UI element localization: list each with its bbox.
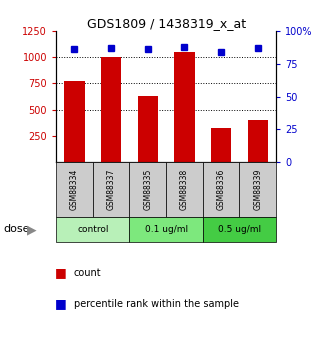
Text: GSM88339: GSM88339 [253,169,262,210]
Text: ■: ■ [55,266,66,279]
Bar [129,162,166,217]
Text: 0.5 ug/ml: 0.5 ug/ml [218,225,261,234]
Text: control: control [77,225,108,234]
Bar [56,162,93,217]
Bar [166,162,203,217]
Title: GDS1809 / 1438319_x_at: GDS1809 / 1438319_x_at [87,17,246,30]
Text: GSM88334: GSM88334 [70,169,79,210]
Bar [129,217,203,241]
Text: GSM88337: GSM88337 [107,169,116,210]
Text: percentile rank within the sample: percentile rank within the sample [74,299,239,308]
Text: GSM88336: GSM88336 [217,169,226,210]
Bar [138,96,158,162]
Bar [65,81,84,162]
Bar [203,162,239,217]
Bar [211,128,231,162]
Bar [93,162,129,217]
Bar [248,120,268,162]
Text: 0.1 ug/ml: 0.1 ug/ml [144,225,188,234]
Text: GSM88335: GSM88335 [143,169,152,210]
Bar [56,217,129,241]
Bar [203,217,276,241]
Text: ▶: ▶ [27,223,37,236]
Bar [239,162,276,217]
Bar [101,57,121,162]
Text: GSM88338: GSM88338 [180,169,189,210]
Text: ■: ■ [55,297,66,310]
Text: dose: dose [3,225,30,234]
Text: count: count [74,268,101,277]
Bar [174,52,195,162]
